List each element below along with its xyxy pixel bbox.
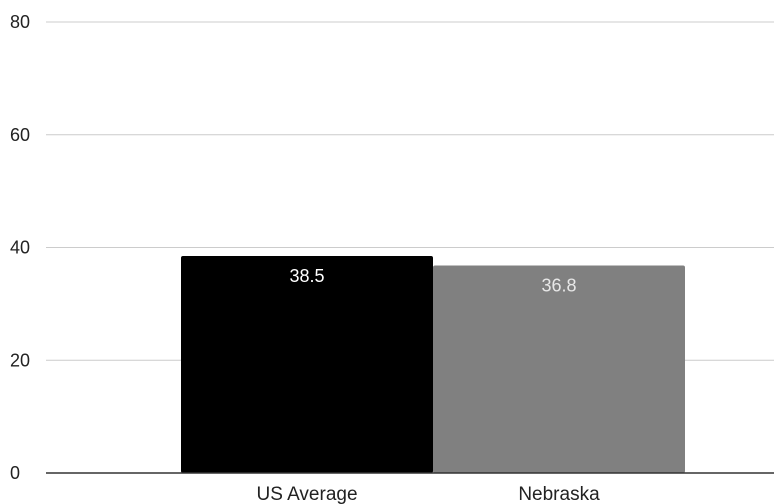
bar-us-average [181, 255, 433, 473]
y-axis-tick-labels: 0 20 40 60 80 [10, 12, 30, 483]
y-tick-label-40: 40 [10, 238, 30, 258]
y-tick-label-20: 20 [10, 350, 30, 370]
y-tick-label-0: 0 [10, 463, 20, 483]
x-axis-category-labels: US Average Nebraska [256, 484, 600, 504]
x-category-label-nebraska: Nebraska [518, 484, 600, 504]
data-label-us-average: 38.5 [289, 266, 324, 286]
bars: 38.5 36.8 [181, 255, 685, 473]
bar-nebraska [433, 265, 685, 473]
y-tick-label-60: 60 [10, 125, 30, 145]
y-tick-label-80: 80 [10, 12, 30, 32]
data-label-nebraska: 36.8 [541, 276, 576, 296]
x-category-label-us-average: US Average [256, 484, 357, 504]
